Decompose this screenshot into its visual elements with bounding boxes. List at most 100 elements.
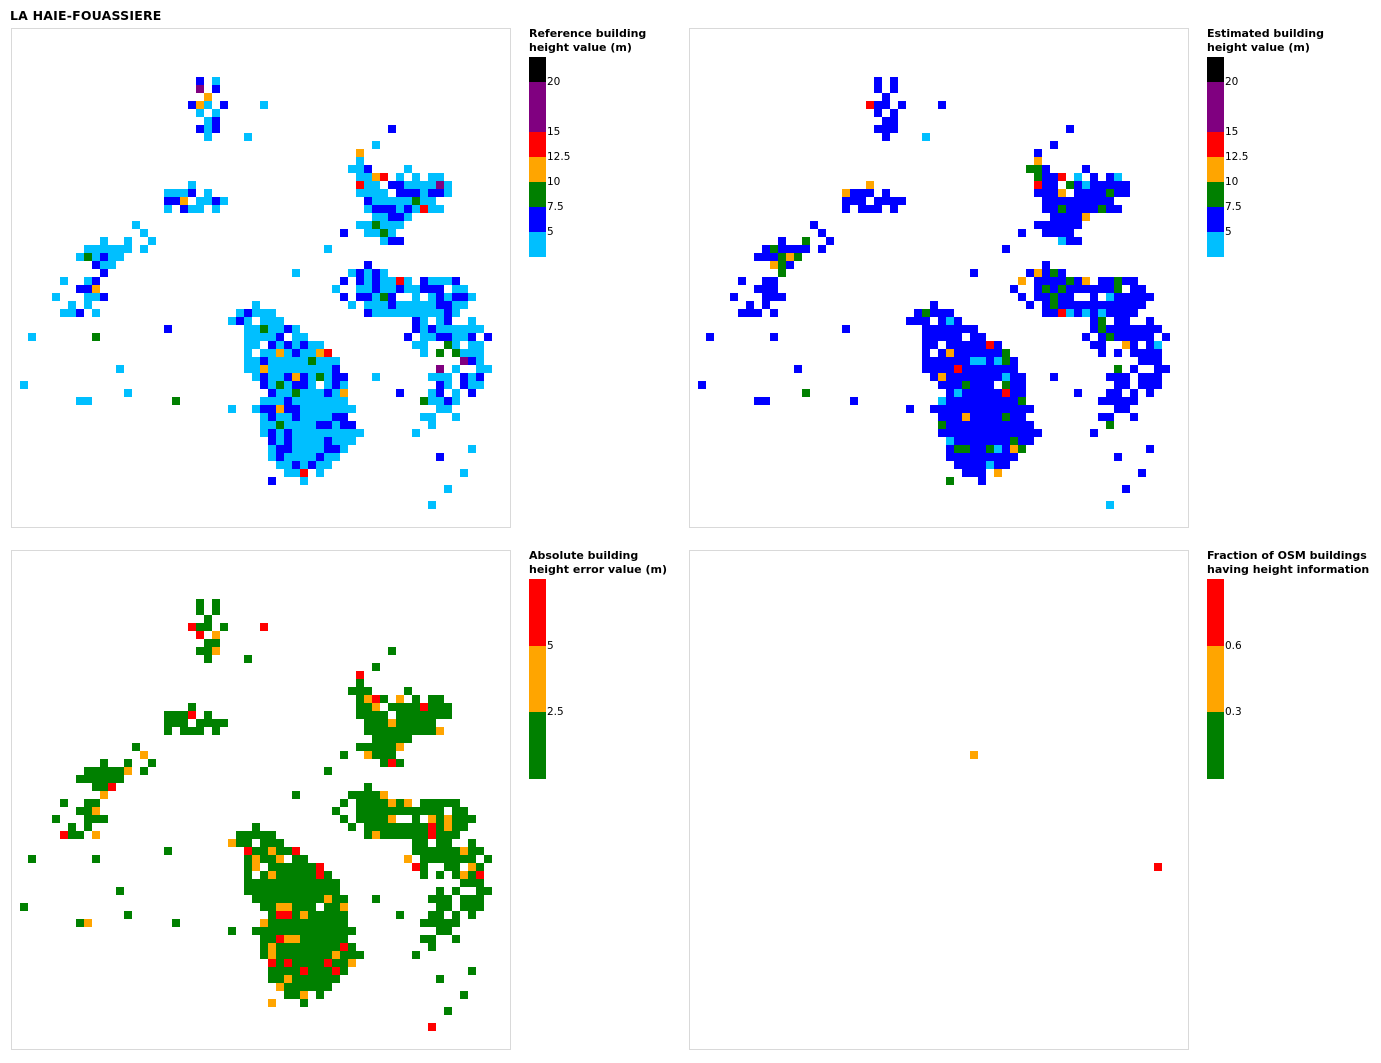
grid-cell (100, 791, 108, 799)
grid-cell (364, 831, 372, 839)
grid-cell (308, 357, 316, 365)
grid-cell (428, 197, 436, 205)
grid-cell (276, 461, 284, 469)
grid-cell (1130, 349, 1138, 357)
grid-cell (364, 703, 372, 711)
grid-cell (316, 967, 324, 975)
grid-cell (436, 799, 444, 807)
grid-cell (236, 309, 244, 317)
grid-cell (340, 927, 348, 935)
grid-cell (1050, 269, 1058, 277)
grid-cell (962, 453, 970, 461)
grid-cell (970, 461, 978, 469)
grid-cell (212, 77, 220, 85)
grid-cell (476, 357, 484, 365)
grid-cell (420, 919, 428, 927)
grid-cell (452, 887, 460, 895)
grid-cell (428, 373, 436, 381)
grid-cell (84, 807, 92, 815)
estimated-height-grid (698, 77, 1170, 509)
colorbar-tick-label: 7.5 (547, 201, 564, 213)
grid-cell (436, 389, 444, 397)
grid-cell (1050, 205, 1058, 213)
grid-cell (84, 301, 92, 309)
grid-cell (436, 277, 444, 285)
grid-cell (754, 253, 762, 261)
grid-cell (316, 879, 324, 887)
grid-cell (970, 413, 978, 421)
grid-cell (978, 349, 986, 357)
grid-cell (276, 453, 284, 461)
grid-cell (444, 799, 452, 807)
colorbar-tick-label: 5 (547, 226, 554, 238)
grid-cell (850, 197, 858, 205)
grid-cell (762, 397, 770, 405)
grid-cell (300, 333, 308, 341)
grid-cell (994, 373, 1002, 381)
grid-cell (276, 879, 284, 887)
grid-cell (1090, 309, 1098, 317)
grid-cell (380, 229, 388, 237)
grid-cell (1130, 293, 1138, 301)
grid-cell (196, 205, 204, 213)
grid-cell (404, 205, 412, 213)
grid-cell (1146, 325, 1154, 333)
grid-cell (332, 911, 340, 919)
grid-cell (1066, 221, 1074, 229)
grid-cell (946, 477, 954, 485)
grid-cell (420, 325, 428, 333)
grid-cell (1114, 173, 1122, 181)
grid-cell (1106, 293, 1114, 301)
grid-cell (396, 831, 404, 839)
grid-cell (324, 767, 332, 775)
grid-cell (882, 197, 890, 205)
grid-cell (396, 695, 404, 703)
grid-cell (268, 333, 276, 341)
grid-cell (284, 341, 292, 349)
grid-cell (436, 823, 444, 831)
grid-cell (1098, 349, 1106, 357)
grid-cell (284, 397, 292, 405)
colorbar-tick-label: 5 (547, 639, 554, 652)
grid-cell (396, 759, 404, 767)
grid-cell (754, 397, 762, 405)
grid-cell (276, 413, 284, 421)
grid-cell (444, 317, 452, 325)
grid-cell (308, 863, 316, 871)
grid-cell (1042, 285, 1050, 293)
grid-cell (420, 847, 428, 855)
grid-cell (276, 839, 284, 847)
grid-cell (452, 301, 460, 309)
grid-cell (172, 919, 180, 927)
grid-cell (268, 389, 276, 397)
grid-cell (970, 381, 978, 389)
grid-cell (316, 895, 324, 903)
estimated-colorbar (1207, 57, 1224, 257)
grid-cell (1034, 293, 1042, 301)
grid-cell (1090, 341, 1098, 349)
grid-cell (116, 767, 124, 775)
grid-cell (460, 815, 468, 823)
grid-cell (332, 959, 340, 967)
grid-cell (244, 847, 252, 855)
grid-cell (436, 453, 444, 461)
grid-cell (284, 967, 292, 975)
grid-cell (1066, 309, 1074, 317)
grid-cell (930, 309, 938, 317)
estimated-legend-title: Estimated building height value (m) (1207, 27, 1324, 54)
grid-cell (436, 919, 444, 927)
grid-cell (404, 703, 412, 711)
grid-cell (1042, 277, 1050, 285)
grid-cell (1026, 421, 1034, 429)
grid-cell (412, 293, 420, 301)
grid-cell (970, 389, 978, 397)
grid-cell (428, 413, 436, 421)
grid-cell (300, 445, 308, 453)
grid-cell (428, 333, 436, 341)
grid-cell (436, 895, 444, 903)
grid-cell (84, 815, 92, 823)
grid-cell (962, 381, 970, 389)
grid-cell (476, 373, 484, 381)
grid-cell (316, 429, 324, 437)
grid-cell (962, 437, 970, 445)
